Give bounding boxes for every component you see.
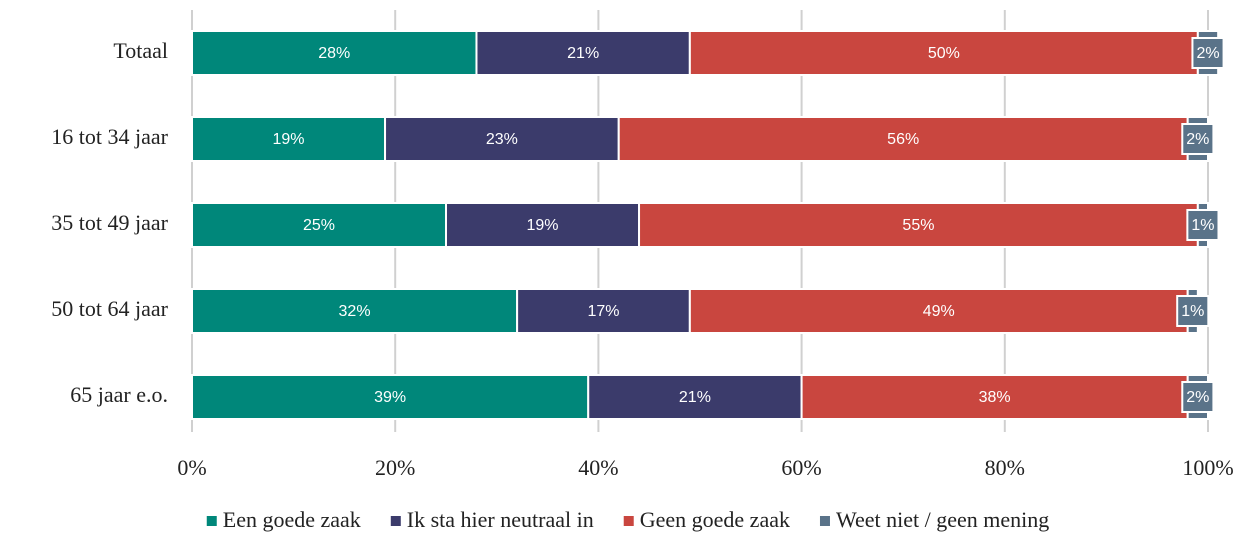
x-tick-label: 0%	[177, 455, 206, 480]
x-tick-label: 20%	[375, 455, 415, 480]
data-label: 1%	[1181, 303, 1204, 320]
bar-segment	[445, 202, 641, 248]
data-label-box	[1181, 381, 1215, 413]
y-tick-label: 35 tot 49 jaar	[51, 210, 168, 235]
data-label-box	[1181, 123, 1215, 155]
legend: Een goede zaak Ik sta hier neutraal in Gee…	[206, 507, 1049, 532]
legend-label: Een goede zaak	[223, 507, 361, 532]
data-label: 21%	[567, 45, 599, 62]
bar-segment	[638, 202, 1199, 248]
bar-segment	[191, 30, 478, 76]
data-label: 32%	[339, 303, 371, 320]
data-label-box	[1186, 209, 1220, 241]
x-tick-label: 80%	[985, 455, 1025, 480]
y-tick-label: 65 jaar e.o.	[70, 382, 168, 407]
legend-swatch	[819, 516, 830, 526]
data-label: 21%	[679, 389, 711, 406]
data-label: 55%	[902, 217, 934, 234]
y-tick-label: 16 tot 34 jaar	[51, 124, 168, 149]
legend-label: Weet niet / geen mening	[836, 507, 1049, 532]
x-tick-label: 60%	[781, 455, 821, 480]
data-label: 50%	[928, 45, 960, 62]
data-label: 39%	[374, 389, 406, 406]
data-label: 49%	[923, 303, 955, 320]
data-label-box	[1176, 295, 1210, 327]
data-label: 17%	[587, 303, 619, 320]
data-label: 28%	[318, 45, 350, 62]
legend-swatch	[623, 516, 634, 526]
bar-segment	[384, 116, 620, 162]
data-label: 23%	[486, 131, 518, 148]
data-label: 2%	[1196, 45, 1219, 62]
data-label: 25%	[303, 217, 335, 234]
legend-label: Ik sta hier neutraal in	[407, 507, 594, 532]
data-label: 2%	[1186, 131, 1209, 148]
legend-swatch	[390, 516, 401, 526]
legend-label: Geen goede zaak	[640, 507, 790, 532]
y-tick-label: 50 tot 64 jaar	[51, 296, 168, 321]
data-label: 19%	[273, 131, 305, 148]
data-label: 2%	[1186, 389, 1209, 406]
x-tick-label: 100%	[1182, 455, 1233, 480]
legend-swatch	[206, 516, 217, 526]
data-label: 56%	[887, 131, 919, 148]
bar-segment	[191, 116, 387, 162]
bar-segment	[191, 374, 590, 420]
data-label: 1%	[1191, 217, 1214, 234]
bar-segment	[191, 202, 447, 248]
x-tick-label: 40%	[578, 455, 618, 480]
bar-segment	[688, 288, 1189, 334]
data-label: 19%	[527, 217, 559, 234]
data-label: 38%	[979, 389, 1011, 406]
bar-segment	[516, 288, 691, 334]
bar-segment	[191, 288, 519, 334]
y-tick-label: Totaal	[113, 38, 168, 63]
data-label-box	[1191, 37, 1225, 69]
bar-segment	[617, 116, 1189, 162]
bar-segment	[587, 374, 803, 420]
bar-segment	[800, 374, 1189, 420]
